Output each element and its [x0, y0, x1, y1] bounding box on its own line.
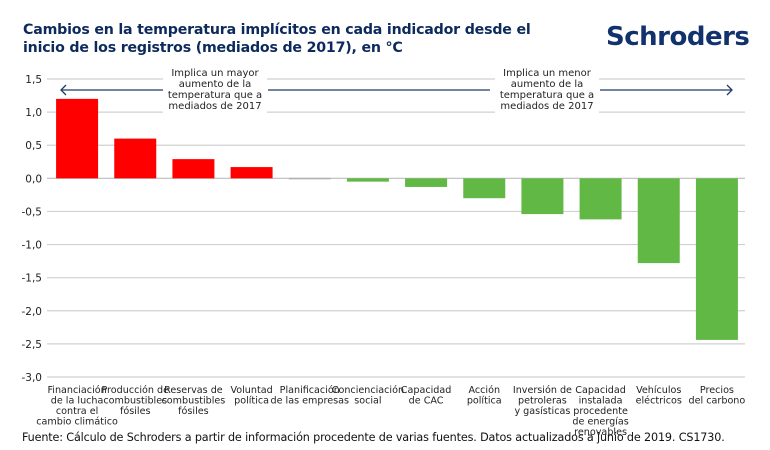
bar: [579, 178, 622, 220]
annotation-arrows: Implica un mayor aumento de la temperatura…: [60, 68, 733, 114]
x-axis-labels: Financiación de la lucha contra el cambio c…: [36, 384, 745, 438]
x-tick-label-line: Capacidad: [401, 385, 452, 396]
x-tick-label-line: procedente: [573, 406, 628, 417]
x-tick-label: Inversión de petroleras y gasísticas: [513, 384, 572, 417]
x-tick-label-line: combustibles: [103, 396, 167, 407]
annotation-line: mediados de 2017: [500, 101, 593, 112]
x-tick-label-line: cambio climático: [36, 416, 118, 428]
x-tick-label: Vehículos eléctricos: [636, 384, 682, 407]
y-tick-label: 1,5: [25, 74, 42, 86]
bar: [346, 178, 389, 182]
annotation-line: aumento de la: [511, 79, 584, 90]
x-tick-label-line: Concienciación: [332, 384, 404, 396]
annotation-line: temperatura que a: [500, 90, 594, 101]
x-tick-label-line: eléctricos: [636, 395, 682, 407]
x-tick-label-line: Producción de: [101, 384, 169, 396]
gridlines: [47, 78, 745, 378]
x-tick-label-line: fósiles: [178, 405, 208, 417]
annotation-line: temperatura que a: [168, 90, 262, 101]
y-tick-label: -1,0: [22, 240, 43, 252]
bar: [695, 178, 738, 340]
y-tick-label: -2,0: [22, 306, 43, 318]
y-tick-label: 0,0: [25, 173, 42, 185]
schroders-logo: Schroders: [606, 22, 750, 52]
annotation-line: mediados de 2017: [168, 101, 261, 112]
bar: [56, 98, 99, 179]
x-tick-label: Producción de combustibles fósiles: [101, 384, 169, 417]
bar: [405, 178, 448, 187]
annotation-bg: [163, 68, 267, 114]
x-tick-label: Precios del carbono: [689, 385, 746, 407]
x-tick-label-line: Vehículos: [636, 384, 681, 396]
bar: [288, 177, 331, 180]
x-tick-label-line: Precios: [700, 385, 734, 396]
x-tick-label-line: Planificación: [280, 384, 340, 396]
bars: [56, 98, 738, 340]
annotation-higher: Implica un mayor aumento de la temperatura…: [168, 68, 262, 112]
x-tick-label: Voluntad política: [230, 385, 272, 407]
x-tick-label-line: de la lucha: [51, 396, 104, 407]
source-note: Fuente: Cálculo de Schroders a partir de…: [22, 431, 725, 444]
x-tick-label-line: Acción: [468, 384, 500, 396]
chart-title: Cambios en la temperatura implícitos en …: [23, 22, 531, 56]
annotation-line: Implica un mayor: [171, 68, 259, 79]
x-tick-label-line: instalada: [579, 396, 623, 407]
arrow-left-icon: [60, 84, 67, 96]
x-tick-label: Acción política: [467, 384, 502, 407]
y-tick-label: -3,0: [22, 372, 43, 384]
annotation-line: Implica un menor: [503, 68, 592, 79]
x-tick-label-line: de energías: [572, 416, 628, 428]
bar: [114, 138, 157, 179]
arrow-right-icon: [726, 84, 733, 96]
x-tick-label-line: política: [467, 395, 502, 407]
y-tick-label: -0,5: [22, 206, 43, 218]
x-tick-label-line: Inversión de: [513, 384, 572, 396]
y-tick-label: 0,5: [25, 140, 42, 152]
x-tick-label-line: Reservas de: [164, 385, 223, 396]
annotation-line: aumento de la: [179, 79, 252, 90]
x-tick-label-line: social: [354, 396, 381, 407]
x-tick-label: Capacidad de CAC: [401, 385, 452, 407]
bar: [172, 159, 215, 179]
x-tick-label: Capacidad instalada procedente de energías r…: [572, 385, 628, 438]
x-tick-label-line: del carbono: [689, 396, 746, 407]
x-tick-label: Planificación de las empresas: [271, 384, 349, 407]
y-axis-ticks: 1,5 1,0 0,5 0,0 -0,5 -1,0 -1,5 -2,0 -2,5 -3,0: [22, 74, 43, 384]
x-tick-label-line: de CAC: [409, 396, 444, 407]
x-tick-label-line: de las empresas: [271, 396, 349, 407]
x-tick-label-line: petroleras: [518, 396, 567, 407]
x-tick-label-line: y gasísticas: [514, 405, 570, 417]
x-tick-label-line: contra el: [56, 406, 98, 417]
x-tick-label-line: fósiles: [120, 405, 150, 417]
bar: [637, 178, 680, 264]
x-tick-label-line: Voluntad: [230, 385, 272, 396]
x-tick-label-line: Financiación: [47, 384, 106, 396]
x-tick-label-line: combustibles: [162, 396, 226, 407]
bar: [230, 167, 273, 179]
y-tick-label: 1,0: [25, 107, 42, 119]
annotation-lower: Implica un menor aumento de la temperatura…: [500, 68, 594, 112]
annotation-bg: [495, 68, 599, 114]
x-tick-label-line: Capacidad: [575, 385, 626, 396]
y-tick-label: -1,5: [22, 273, 43, 285]
x-tick-label: Financiación de la lucha contra el cambio c…: [36, 384, 118, 428]
x-tick-label-line: política: [234, 395, 269, 407]
bar: [463, 178, 506, 199]
bar: [521, 178, 564, 215]
y-tick-label: -2,5: [22, 339, 43, 351]
x-tick-label-line: renovables: [574, 427, 627, 438]
x-tick-label: Reservas de combustibles fósiles: [162, 385, 226, 417]
x-tick-label: Concienciación social: [332, 384, 404, 407]
